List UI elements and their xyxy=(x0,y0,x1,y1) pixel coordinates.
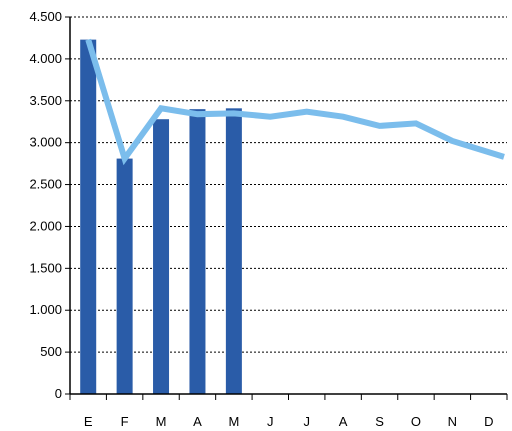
x-tick-label: N xyxy=(448,414,457,429)
line-series-path xyxy=(85,38,505,166)
x-tick-label: M xyxy=(156,414,167,429)
x-tick-label: A xyxy=(193,414,202,429)
y-tick-label: 4.000 xyxy=(29,51,62,66)
y-axis-tick-labels: 0 500 1.000 1.500 2.000 2.500 3.000 3.500 4.000 4… xyxy=(29,9,62,401)
line-series xyxy=(85,38,505,166)
y-tick-label: 1.500 xyxy=(29,260,62,275)
bar xyxy=(189,109,206,395)
y-tick-label: 2.500 xyxy=(29,177,62,192)
y-tick-label: 3.000 xyxy=(29,135,62,150)
axes xyxy=(69,17,508,400)
bar xyxy=(225,108,242,394)
y-tick-label: 2.000 xyxy=(29,218,62,233)
x-tick-label: A xyxy=(339,414,348,429)
y-tick-label: 1.000 xyxy=(29,302,62,317)
bar xyxy=(153,119,170,394)
bar-series xyxy=(80,39,242,395)
bar xyxy=(116,158,133,394)
y-tick-label: 3.500 xyxy=(29,93,62,108)
y-tick-label: 4.500 xyxy=(29,9,62,24)
bar xyxy=(80,39,97,395)
x-tick-label: M xyxy=(228,414,239,429)
x-tick-label: O xyxy=(411,414,421,429)
x-tick-label: D xyxy=(484,414,493,429)
y-tick-label: 500 xyxy=(40,344,62,359)
x-tick-label: E xyxy=(84,414,93,429)
x-tick-label: J xyxy=(303,414,310,429)
x-tick-label: S xyxy=(375,414,384,429)
y-tick-label: 0 xyxy=(55,386,62,401)
x-tick-label: J xyxy=(267,414,274,429)
gridlines xyxy=(65,16,507,395)
x-tick-label: F xyxy=(121,414,129,429)
